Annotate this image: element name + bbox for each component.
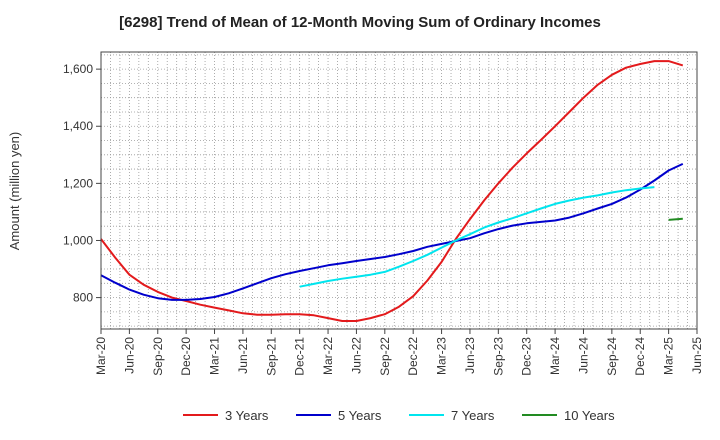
x-tick-label: Mar-25 <box>662 337 676 375</box>
x-tick-label: Sep-21 <box>264 337 278 376</box>
legend-label: 7 Years <box>451 408 495 423</box>
x-tick-label: Mar-24 <box>548 337 562 375</box>
y-tick-label: 1,200 <box>63 176 93 190</box>
legend-item-7-years[interactable]: 7 Years <box>409 408 495 423</box>
legend-item-3-years[interactable]: 3 Years <box>183 408 269 423</box>
x-tick-label: Dec-22 <box>406 337 420 376</box>
x-tick-label: Jun-23 <box>463 337 477 374</box>
y-tick-label: 800 <box>73 291 93 305</box>
legend-label: 3 Years <box>225 408 269 423</box>
series-lines <box>100 60 684 322</box>
x-tick-label: Mar-22 <box>321 337 335 375</box>
x-tick-label: Jun-24 <box>576 337 590 374</box>
y-axis-title: Amount (million yen) <box>7 132 22 251</box>
series-line-7-years <box>299 186 655 288</box>
chart-title: [6298] Trend of Mean of 12-Month Moving … <box>119 14 601 31</box>
x-tick-label: Sep-24 <box>605 337 619 376</box>
legend-label: 10 Years <box>564 408 615 423</box>
x-tick-label: Sep-20 <box>151 337 165 376</box>
x-tick-label: Jun-25 <box>690 337 704 374</box>
grid <box>101 52 697 329</box>
y-axis: 800 1,000 1,200 1,400 1,600 <box>63 62 101 305</box>
x-tick-label: Mar-23 <box>435 337 449 375</box>
legend-item-5-years[interactable]: 5 Years <box>296 408 382 423</box>
y-tick-label: 1,400 <box>63 119 93 133</box>
legend-item-10-years[interactable]: 10 Years <box>522 408 615 423</box>
x-tick-label: Jun-22 <box>349 337 363 374</box>
x-tick-label: Mar-20 <box>94 337 108 375</box>
series-line-5-years <box>100 162 684 301</box>
series-line-10-years <box>668 217 683 221</box>
x-tick-label: Sep-22 <box>378 337 392 376</box>
legend-label: 5 Years <box>338 408 382 423</box>
x-tick-label: Dec-20 <box>179 337 193 376</box>
x-axis: Mar-20 Jun-20 Sep-20 Dec-20 Mar-21 Jun-21 Sep-… <box>94 329 704 376</box>
x-tick-label: Dec-21 <box>293 337 307 376</box>
x-tick-label: Sep-23 <box>491 337 505 376</box>
x-tick-label: Mar-21 <box>208 337 222 375</box>
y-tick-label: 1,000 <box>63 233 93 247</box>
x-tick-label: Dec-24 <box>633 337 647 376</box>
x-tick-label: Jun-21 <box>236 337 250 374</box>
y-tick-label: 1,600 <box>63 62 93 76</box>
x-tick-label: Jun-20 <box>122 337 136 374</box>
legend: 3 Years 5 Years 7 Years 10 Years <box>183 408 615 423</box>
plot-frame <box>100 51 698 330</box>
series-line-3-years <box>100 60 684 322</box>
x-tick-label: Dec-23 <box>520 337 534 376</box>
